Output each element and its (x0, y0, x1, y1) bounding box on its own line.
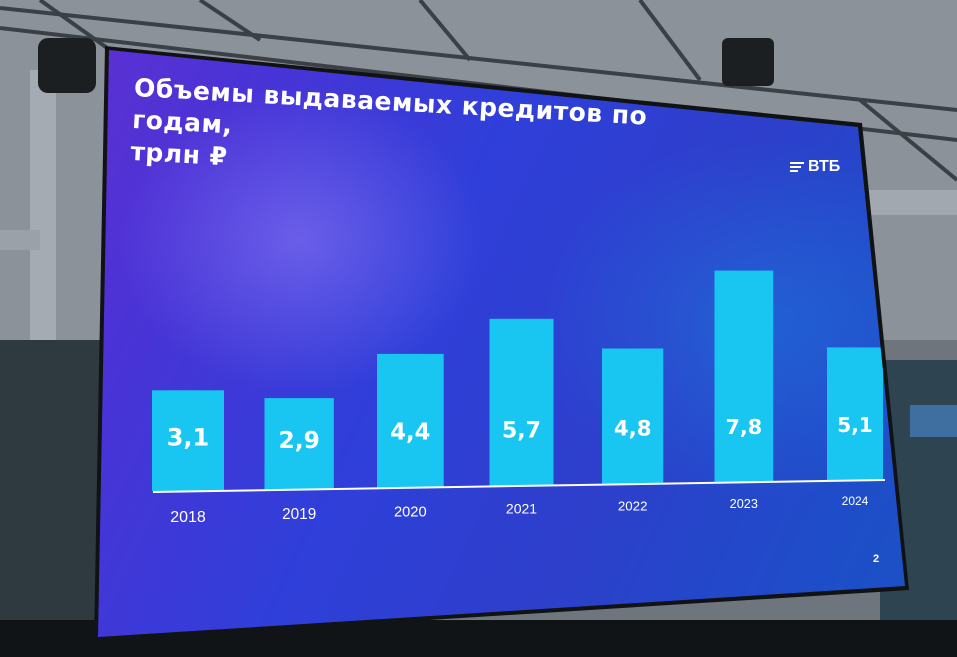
page-number: 2 (873, 553, 880, 565)
year-tick-label: 2024 (842, 494, 869, 508)
bar-value-label: 3,1 (167, 424, 210, 452)
bar-value-label: 2,9 (279, 427, 320, 454)
bar-2021 (489, 318, 554, 486)
year-tick-label: 2023 (730, 497, 758, 511)
vtb-logo-icon (790, 162, 804, 172)
vtb-logo: ВТБ (790, 158, 840, 176)
bar-value-label: 4,8 (614, 417, 652, 442)
bar-value-label: 4,4 (390, 419, 430, 445)
year-tick-label: 2018 (170, 509, 206, 526)
bar-2019 (264, 398, 334, 490)
bar-2018 (152, 390, 224, 492)
bar-value-label: 5,7 (502, 419, 541, 444)
year-tick-label: 2020 (394, 504, 427, 520)
bar-2024 (827, 347, 883, 480)
bar-2022 (602, 348, 664, 484)
bar-value-label: 5,1 (837, 413, 872, 437)
bar-2020 (377, 353, 444, 488)
bar-2023 (714, 270, 774, 482)
x-axis-baseline (152, 479, 886, 493)
vtb-logo-text: ВТБ (808, 158, 841, 175)
year-tick-label: 2022 (618, 499, 648, 514)
bar-value-label: 7,8 (725, 415, 762, 439)
year-tick-label: 2021 (506, 501, 537, 517)
year-tick-label: 2019 (282, 506, 316, 523)
